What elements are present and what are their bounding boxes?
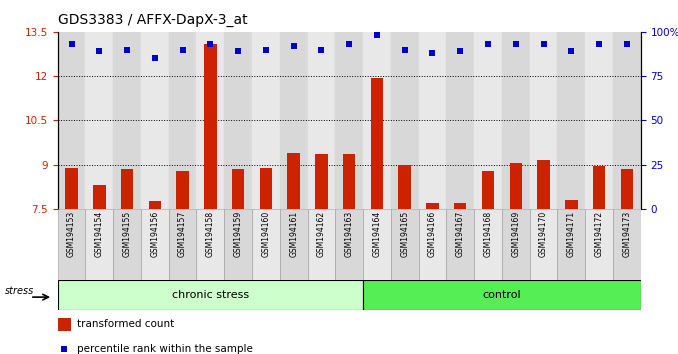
Text: GSM194170: GSM194170 bbox=[539, 211, 548, 257]
Bar bbox=[197, 32, 224, 209]
Text: GSM194162: GSM194162 bbox=[317, 211, 326, 257]
Bar bbox=[197, 209, 224, 280]
Bar bbox=[169, 32, 197, 209]
Text: GSM194171: GSM194171 bbox=[567, 211, 576, 257]
Bar bbox=[176, 171, 188, 209]
Text: GSM194156: GSM194156 bbox=[151, 211, 159, 257]
Text: GSM194167: GSM194167 bbox=[456, 211, 464, 257]
Bar bbox=[557, 32, 585, 209]
Text: GDS3383 / AFFX-DapX-3_at: GDS3383 / AFFX-DapX-3_at bbox=[58, 13, 247, 28]
Bar bbox=[280, 32, 308, 209]
Bar bbox=[565, 200, 578, 209]
Bar bbox=[232, 169, 244, 209]
Bar bbox=[252, 32, 280, 209]
Bar bbox=[474, 32, 502, 209]
Bar bbox=[169, 209, 197, 280]
Text: GSM194155: GSM194155 bbox=[123, 211, 132, 257]
Bar bbox=[315, 154, 327, 209]
Bar bbox=[58, 280, 363, 310]
Bar bbox=[224, 32, 252, 209]
Bar bbox=[613, 32, 641, 209]
Bar bbox=[502, 209, 530, 280]
Bar bbox=[224, 209, 252, 280]
Bar bbox=[363, 280, 641, 310]
Bar bbox=[446, 32, 474, 209]
Text: GSM194160: GSM194160 bbox=[262, 211, 271, 257]
Bar bbox=[65, 167, 78, 209]
Bar bbox=[510, 163, 522, 209]
Text: GSM194154: GSM194154 bbox=[95, 211, 104, 257]
Bar bbox=[426, 203, 439, 209]
Bar bbox=[113, 209, 141, 280]
Text: GSM194163: GSM194163 bbox=[344, 211, 354, 257]
Text: GSM194153: GSM194153 bbox=[67, 211, 76, 257]
Bar bbox=[58, 318, 71, 331]
Bar bbox=[418, 32, 446, 209]
Text: stress: stress bbox=[5, 286, 34, 296]
Bar bbox=[530, 209, 557, 280]
Bar bbox=[85, 32, 113, 209]
Bar bbox=[141, 32, 169, 209]
Text: GSM194157: GSM194157 bbox=[178, 211, 187, 257]
Bar bbox=[85, 209, 113, 280]
Bar bbox=[141, 209, 169, 280]
Bar bbox=[287, 153, 300, 209]
Bar bbox=[113, 32, 141, 209]
Text: GSM194165: GSM194165 bbox=[400, 211, 410, 257]
Bar bbox=[363, 209, 391, 280]
Bar bbox=[530, 32, 557, 209]
Bar bbox=[557, 209, 585, 280]
Bar bbox=[204, 44, 216, 209]
Bar bbox=[537, 160, 550, 209]
Text: GSM194168: GSM194168 bbox=[483, 211, 492, 257]
Bar bbox=[336, 32, 363, 209]
Text: GSM194164: GSM194164 bbox=[372, 211, 382, 257]
Bar bbox=[620, 169, 633, 209]
Bar bbox=[399, 165, 411, 209]
Bar bbox=[260, 167, 272, 209]
Bar bbox=[58, 32, 85, 209]
Text: control: control bbox=[483, 290, 521, 300]
Bar bbox=[308, 209, 336, 280]
Text: GSM194159: GSM194159 bbox=[234, 211, 243, 257]
Bar bbox=[121, 169, 134, 209]
Text: GSM194161: GSM194161 bbox=[289, 211, 298, 257]
Bar bbox=[148, 201, 161, 209]
Text: GSM194172: GSM194172 bbox=[595, 211, 603, 257]
Bar bbox=[454, 203, 466, 209]
Bar bbox=[363, 32, 391, 209]
Text: GSM194173: GSM194173 bbox=[622, 211, 631, 257]
Text: chronic stress: chronic stress bbox=[172, 290, 249, 300]
Bar bbox=[482, 171, 494, 209]
Text: transformed count: transformed count bbox=[77, 319, 174, 329]
Bar bbox=[93, 185, 106, 209]
Text: GSM194166: GSM194166 bbox=[428, 211, 437, 257]
Text: GSM194169: GSM194169 bbox=[511, 211, 520, 257]
Bar bbox=[418, 209, 446, 280]
Text: percentile rank within the sample: percentile rank within the sample bbox=[77, 344, 252, 354]
Bar bbox=[343, 154, 355, 209]
Bar bbox=[308, 32, 336, 209]
Bar bbox=[58, 209, 85, 280]
Text: GSM194158: GSM194158 bbox=[206, 211, 215, 257]
Bar bbox=[474, 209, 502, 280]
Bar bbox=[446, 209, 474, 280]
Bar bbox=[280, 209, 308, 280]
Bar bbox=[391, 209, 418, 280]
Bar bbox=[252, 209, 280, 280]
Bar bbox=[613, 209, 641, 280]
Bar bbox=[371, 78, 383, 209]
Bar bbox=[585, 32, 613, 209]
Bar bbox=[593, 166, 605, 209]
Bar bbox=[502, 32, 530, 209]
Bar bbox=[336, 209, 363, 280]
Bar bbox=[585, 209, 613, 280]
Bar bbox=[391, 32, 418, 209]
